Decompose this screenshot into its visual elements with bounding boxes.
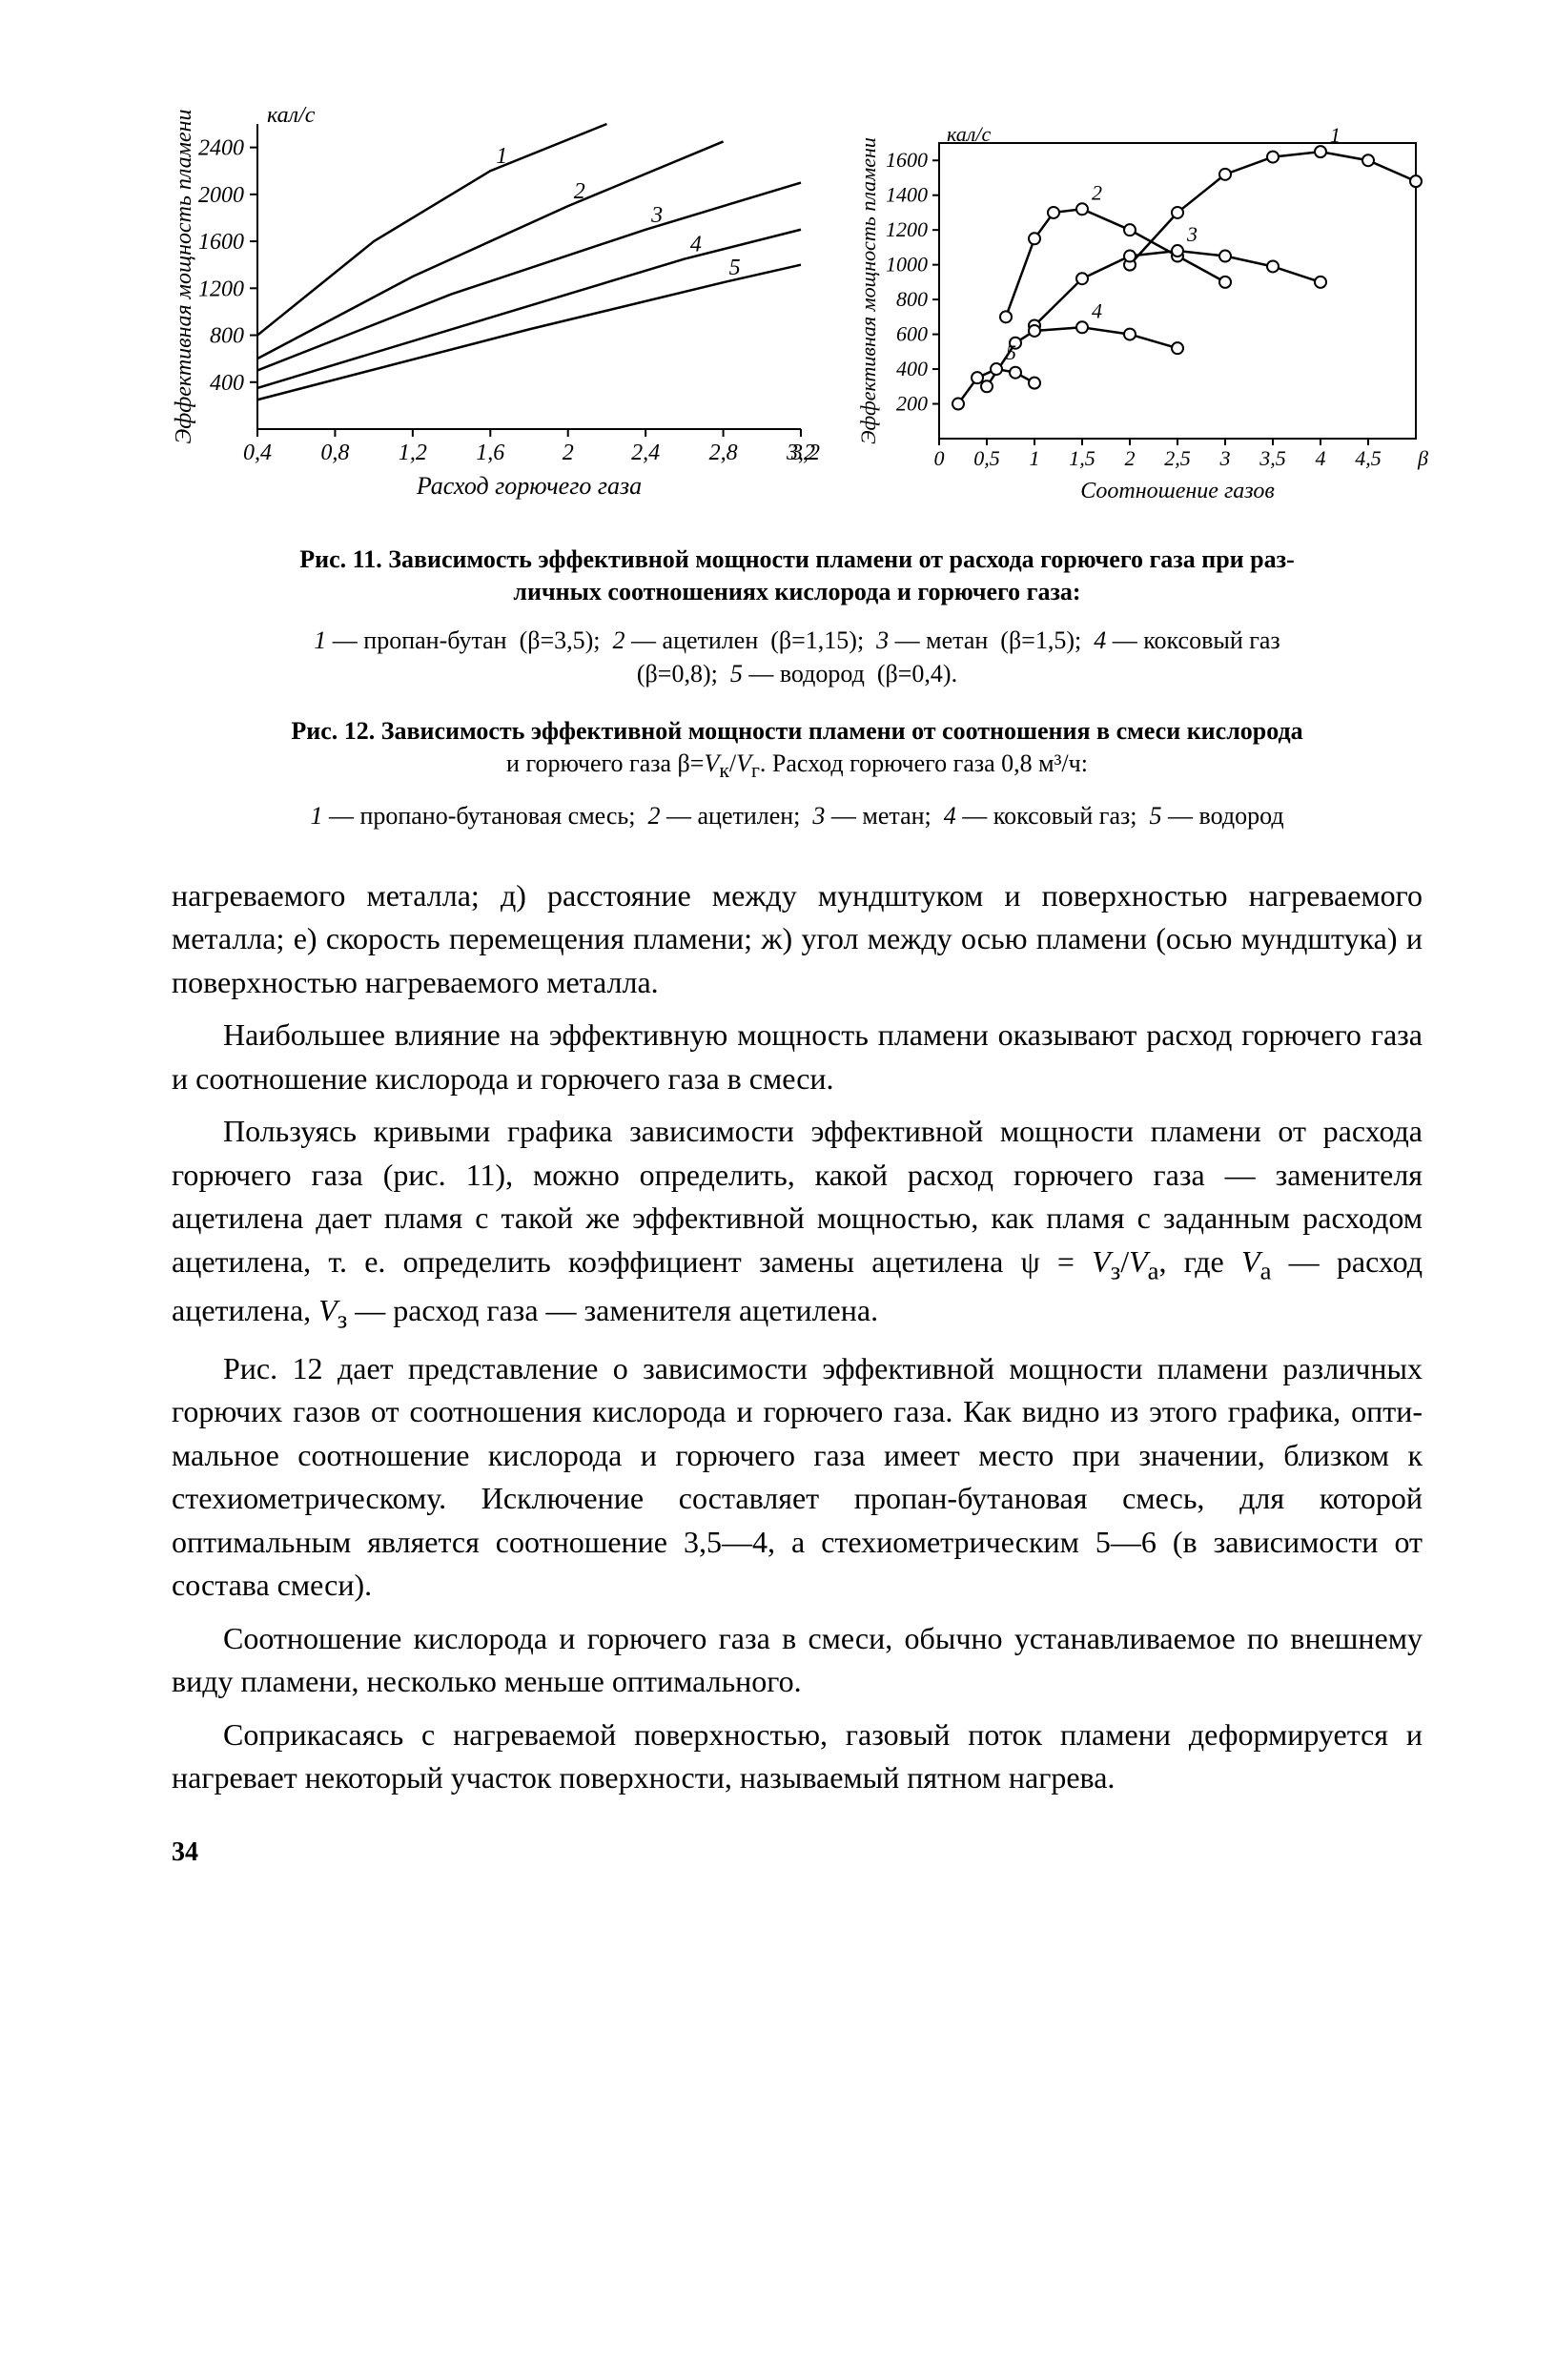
svg-text:Соотношение газов: Соотношение газов [1080,479,1275,503]
svg-text:1600: 1600 [198,230,244,255]
svg-text:0: 0 [934,446,945,470]
para-5: Соотношение кислорода и горючего газа в … [172,1617,1423,1704]
svg-text:3: 3 [650,203,663,228]
svg-text:2,8: 2,8 [709,441,738,465]
svg-text:0,8: 0,8 [320,441,349,465]
svg-text:3,5: 3,5 [1259,446,1286,470]
svg-text:2400: 2400 [198,136,244,161]
svg-text:0,5: 0,5 [973,446,1000,470]
svg-text:2: 2 [574,179,585,204]
chart11-svg: 400 800 1200 1600 2000 2400 0,4 0,8 1,2 1,6 2 2,4 2,… [172,105,820,505]
svg-text:кал/с: кал/с [947,124,991,146]
page-number: 34 [172,1837,1423,1868]
svg-text:800: 800 [210,324,244,349]
chart12-svg: 200 400 600 800 1000 1200 1400 1600 0 0,5 1 1,5 2 2,5… [858,124,1430,505]
svg-text:2: 2 [563,441,574,465]
svg-text:1,2: 1,2 [399,441,427,465]
svg-text:4,5: 4,5 [1355,446,1382,470]
svg-text:1: 1 [1030,446,1040,470]
svg-text:1: 1 [1330,124,1341,147]
legend-fig12: 1 — пропано-бутановая смесь; 2 — ацетиле… [172,799,1423,832]
para-6: Соприкасаясь с нагреваемой поверхностью,… [172,1713,1423,1800]
svg-text:3: 3 [1186,222,1198,246]
svg-text:4: 4 [690,233,702,257]
chart-fig11: 400 800 1200 1600 2000 2400 0,4 0,8 1,2 1,6 2 2,4 2,… [172,105,820,505]
svg-text:600: 600 [896,322,928,346]
charts-row: 40080012001600200024000,40,81,21,622,42,… [172,105,1423,505]
svg-text:400: 400 [210,371,244,396]
svg-text:4: 4 [1316,446,1326,470]
svg-text:кал/с: кал/с [267,105,316,128]
caption11-line1: Рис. 11. Зависимость эффективной мощност… [299,545,1294,573]
caption-fig12: Рис. 12. Зависимость эффективной мощност… [172,715,1423,784]
svg-text:1: 1 [496,144,507,169]
para-1: нагреваемого металла; д) расстояние межд… [172,874,1423,1004]
svg-text:1000: 1000 [886,253,928,277]
svg-text:200: 200 [896,392,928,416]
svg-text:Эффективная мощность пламени: Эффективная мощность пламени [858,137,880,444]
svg-text:2,5: 2,5 [1164,446,1191,470]
para-2: Наибольшее влияние на эффективную мощнос… [172,1014,1423,1100]
svg-text:4: 4 [1092,298,1102,322]
svg-text:1400: 1400 [886,183,928,207]
svg-text:2,4: 2,4 [631,441,660,465]
svg-text:2000: 2000 [198,183,244,208]
svg-text:Расход горючего газа: Расход горючего газа [416,472,642,500]
para-4: Рис. 12 дает представление о зависимости… [172,1347,1423,1608]
caption12-line2: и горючего газа β=Vк/Vг. Расход горючего… [506,749,1088,777]
caption11-line2: личных соотношениях кислорода и горючего… [513,578,1080,605]
para-3: Пользуясь кривыми графика зависимости эф… [172,1110,1423,1338]
svg-text:400: 400 [896,357,928,380]
svg-text:0,4: 0,4 [243,441,272,465]
svg-text:3,2 м³/ч: 3,2 м³/ч [790,441,820,465]
caption-fig11: Рис. 11. Зависимость эффективной мощност… [172,544,1423,608]
svg-text:2: 2 [1125,446,1136,470]
svg-text:Эффективная мощность пламени: Эффективная мощность пламени [172,109,196,443]
chart-fig12: 200 400 600 800 1000 1200 1400 1600 0 0,5 1 1,5 2 2,5… [858,124,1430,505]
legend-fig11: 1 — пропан-бутан (β=3,5); 2 — ацетилен (… [172,624,1423,690]
svg-text:1200: 1200 [198,277,244,301]
svg-text:1,5: 1,5 [1069,446,1095,470]
svg-text:1,6: 1,6 [476,441,504,465]
svg-text:5: 5 [1006,340,1016,364]
svg-text:1200: 1200 [886,217,928,241]
svg-text:β: β [1417,446,1428,470]
svg-text:5: 5 [729,256,741,280]
caption12-line1: Рис. 12. Зависимость эффективной мощност… [291,717,1302,745]
svg-text:1600: 1600 [886,148,928,172]
svg-text:2: 2 [1092,180,1102,204]
svg-text:3: 3 [1219,446,1231,470]
svg-text:800: 800 [896,287,928,311]
